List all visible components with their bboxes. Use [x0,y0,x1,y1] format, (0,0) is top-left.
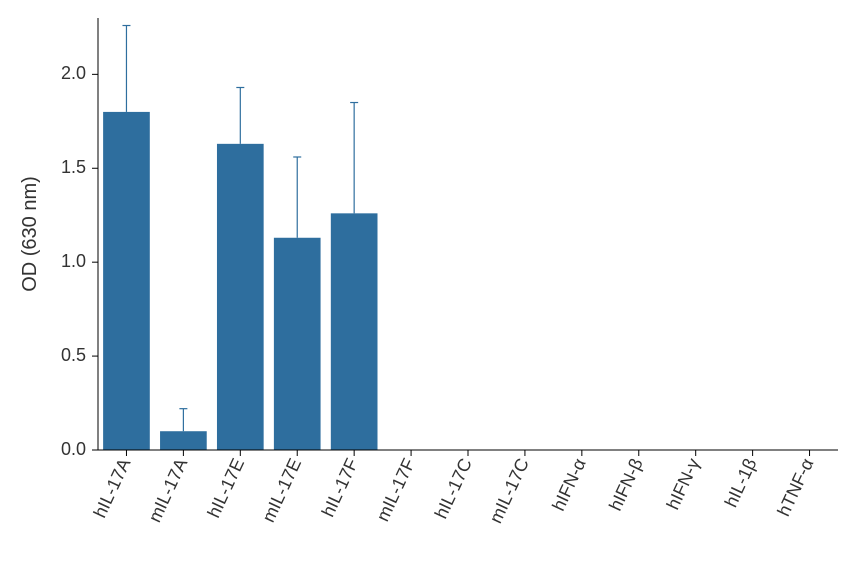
y-tick-label: 2.0 [61,63,86,83]
y-tick-label: 1.5 [61,157,86,177]
bar [160,431,207,450]
bar-chart: 0.00.51.01.52.0OD (630 nm)hIL-17AmIL-17A… [0,0,864,572]
bar [274,238,321,450]
bar [103,112,150,450]
y-axis-label: OD (630 nm) [19,176,41,292]
y-tick-label: 1.0 [61,251,86,271]
y-tick-label: 0.0 [61,439,86,459]
y-tick-label: 0.5 [61,345,86,365]
bar [217,144,264,450]
bar [331,213,378,450]
